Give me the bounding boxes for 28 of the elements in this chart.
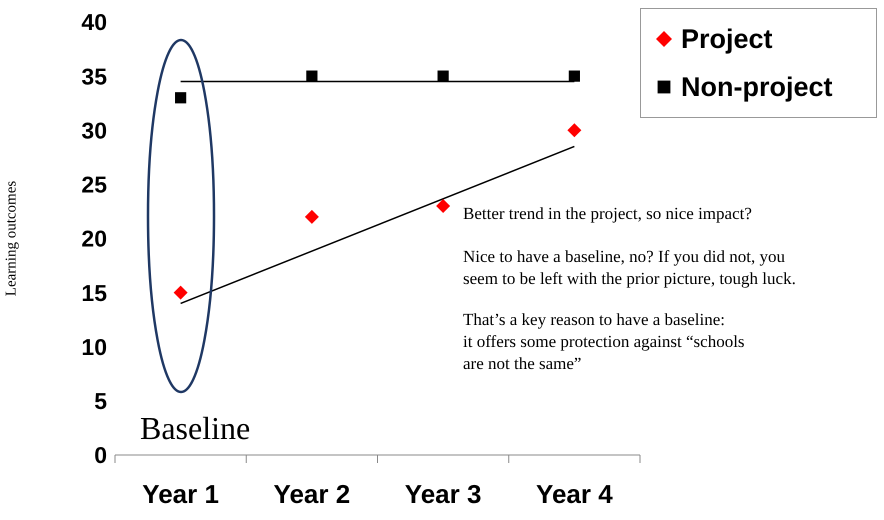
y-tick-label: 25 bbox=[81, 172, 108, 198]
legend-label: Non-project bbox=[681, 72, 832, 102]
y-tick-label: 10 bbox=[81, 334, 107, 360]
point bbox=[174, 286, 188, 300]
point bbox=[567, 123, 582, 138]
point bbox=[438, 70, 449, 82]
legend-label: Project bbox=[681, 24, 773, 54]
y-tick-label: 20 bbox=[81, 226, 107, 252]
point bbox=[436, 199, 450, 214]
y-tick-label: 40 bbox=[81, 9, 107, 36]
y-tick-label: 0 bbox=[94, 442, 107, 468]
annotation: Nice to have a baseline, no? If you did not, you seem to be left with the prior picture, tough luck. bbox=[463, 246, 796, 290]
x-tick-label: Year 3 bbox=[404, 479, 482, 509]
y-tick-label: 35 bbox=[81, 63, 108, 90]
x-tick-label: Year 4 bbox=[536, 479, 614, 509]
y-tick-label: 5 bbox=[94, 388, 108, 414]
y-axis-title: Learning outcomes bbox=[3, 180, 20, 296]
y-tick-label: 30 bbox=[81, 117, 107, 144]
y-tick-label: 15 bbox=[81, 280, 108, 306]
point bbox=[304, 210, 319, 224]
annotation: That’s a key reason to have a baseline: it offers some protection against “schools are not the same” bbox=[463, 309, 745, 376]
point bbox=[568, 70, 580, 82]
x-tick-label: Year 1 bbox=[142, 479, 219, 509]
point bbox=[306, 70, 318, 82]
annotation: Better trend in the project, so nice impact? bbox=[463, 203, 752, 225]
point bbox=[175, 92, 186, 104]
annotation: Baseline bbox=[140, 409, 250, 448]
x-tick-label: Year 2 bbox=[274, 479, 350, 509]
